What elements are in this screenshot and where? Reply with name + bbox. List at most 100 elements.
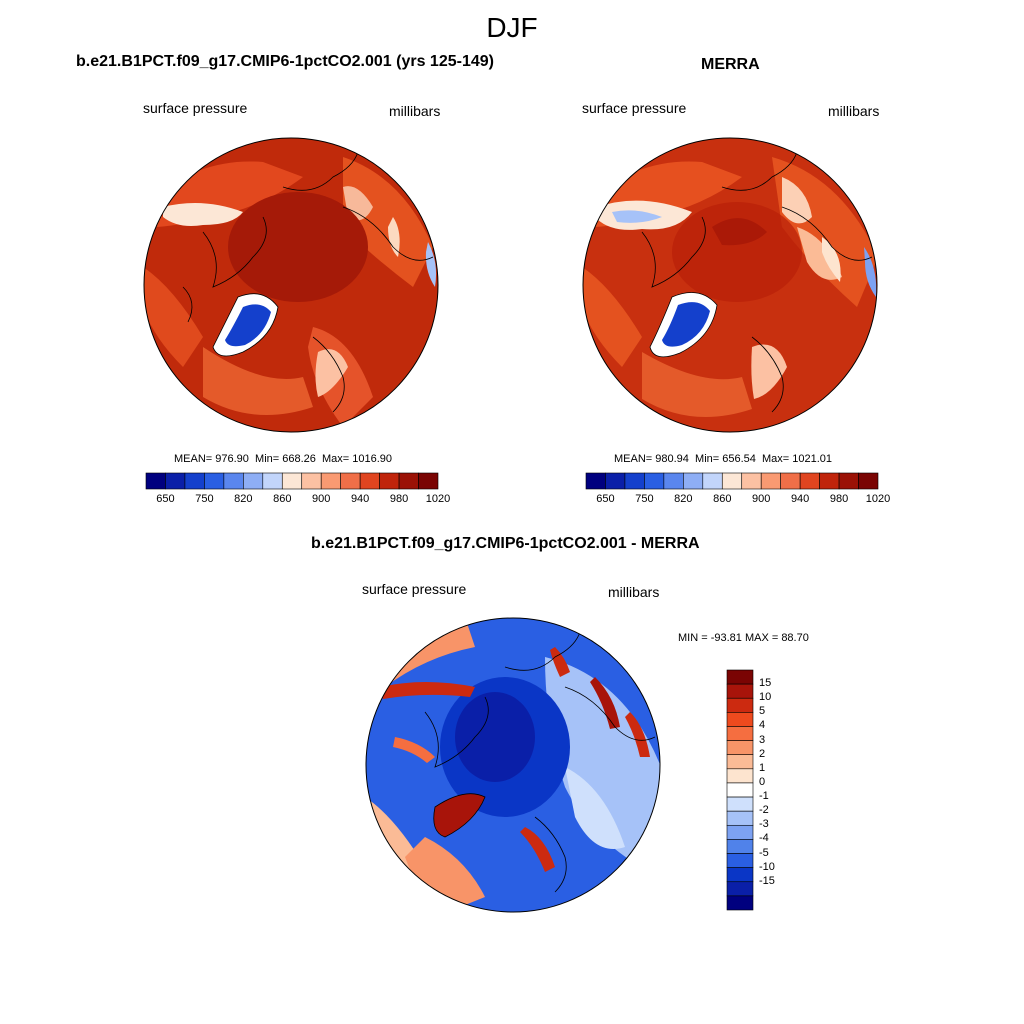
colorbar-swatch xyxy=(663,472,684,490)
colorbar-tick-label: 940 xyxy=(790,493,810,505)
colorbar-swatch xyxy=(838,472,859,490)
colorbar-swatch xyxy=(379,472,400,490)
model-variable-label: surface pressure xyxy=(143,100,248,116)
obs-polar-map xyxy=(582,137,878,433)
colorbar-swatch xyxy=(262,472,283,490)
colorbar-swatch xyxy=(644,472,665,490)
colorbar-swatch xyxy=(726,768,754,784)
colorbar-tick-label: 860 xyxy=(273,493,292,505)
colorbar-tick-label: 10 xyxy=(759,691,772,704)
colorbar-tick-label: 860 xyxy=(713,493,732,505)
colorbar-swatch xyxy=(726,712,754,727)
obs-min: Min= 656.54 xyxy=(695,453,756,465)
colorbar-tick-label: 750 xyxy=(195,493,214,505)
colorbar-tick-label: -10 xyxy=(759,860,775,873)
colorbar-tick-label: 820 xyxy=(234,493,253,505)
diff-variable-label: surface pressure xyxy=(362,581,467,597)
colorbar-swatch xyxy=(281,472,303,490)
colorbar-swatch xyxy=(760,472,781,490)
diff-units-label: millibars xyxy=(608,584,660,600)
colorbar-tick-label: 3 xyxy=(759,733,766,746)
colorbar-tick-label: 900 xyxy=(752,493,771,505)
colorbar-tick-label: 15 xyxy=(759,677,772,690)
colorbar-tick-label: 750 xyxy=(635,493,654,505)
colorbar-swatch xyxy=(726,839,754,854)
colorbar-tick-label: 5 xyxy=(759,705,766,718)
colorbar-swatch xyxy=(741,472,762,490)
colorbar-swatch xyxy=(726,853,754,868)
colorbar-tick-label: 0 xyxy=(759,775,766,788)
obs-mean: MEAN= 980.94 xyxy=(614,453,689,465)
colorbar-swatch xyxy=(184,472,205,490)
colorbar-tick-label: -4 xyxy=(759,832,769,845)
colorbar-tick-label: 940 xyxy=(350,493,370,505)
colorbar-swatch xyxy=(726,895,754,911)
colorbar-swatch xyxy=(726,782,754,798)
colorbar-swatch xyxy=(683,472,704,490)
diff-colorbar xyxy=(726,669,754,911)
colorbar-tick-label: -3 xyxy=(759,818,769,831)
obs-panel-title: MERRA xyxy=(701,56,760,73)
colorbar-swatch xyxy=(726,824,754,840)
colorbar-swatch xyxy=(359,472,380,490)
figure-title: DJF xyxy=(486,12,538,43)
obs-colorbar xyxy=(585,472,879,490)
diff-panel-title: b.e21.B1PCT.f09_g17.CMIP6-1pctCO2.001 - … xyxy=(311,535,700,552)
colorbar-swatch xyxy=(726,796,754,812)
colorbar-swatch xyxy=(726,740,754,756)
colorbar-tick-label: 980 xyxy=(389,493,409,505)
colorbar-swatch xyxy=(165,472,186,490)
obs-variable-label: surface pressure xyxy=(582,100,687,116)
obs-max: Max= 1021.01 xyxy=(762,453,833,465)
obs-stats: MEAN= 980.94 Min= 656.54 Max= 1021.01 xyxy=(614,453,832,465)
diff-polar-map xyxy=(365,617,661,913)
model-min: Min= 668.26 xyxy=(255,453,316,465)
colorbar-swatch xyxy=(726,683,754,699)
colorbar-swatch xyxy=(585,472,606,490)
diff-minmax: MIN = -93.81 MAX = 88.70 xyxy=(678,632,809,644)
colorbar-tick-label: 1020 xyxy=(865,493,891,505)
colorbar-tick-label: 900 xyxy=(312,493,331,505)
model-colorbar xyxy=(145,472,439,490)
model-polar-map xyxy=(143,137,439,433)
colorbar-swatch xyxy=(726,669,754,685)
colorbar-swatch xyxy=(726,867,754,883)
colorbar-tick-label: 650 xyxy=(596,493,615,505)
colorbar-swatch xyxy=(624,472,645,490)
colorbar-swatch xyxy=(418,472,439,490)
colorbar-tick-label: -2 xyxy=(759,804,769,817)
colorbar-swatch xyxy=(726,697,754,713)
colorbar-tick-label: 650 xyxy=(156,493,175,505)
model-stats: MEAN= 976.90 Min= 668.26 Max= 1016.90 xyxy=(174,453,392,465)
model-panel-title: b.e21.B1PCT.f09_g17.CMIP6-1pctCO2.001 (y… xyxy=(76,53,494,70)
colorbar-swatch xyxy=(799,472,820,490)
colorbar-swatch xyxy=(721,472,743,490)
colorbar-swatch xyxy=(301,472,322,490)
colorbar-swatch xyxy=(858,472,879,490)
colorbar-tick-label: -15 xyxy=(759,874,775,887)
colorbar-tick-label: 1 xyxy=(759,761,766,774)
colorbar-swatch xyxy=(398,472,419,490)
model-mean: MEAN= 976.90 xyxy=(174,453,249,465)
colorbar-swatch xyxy=(819,472,840,490)
colorbar-swatch xyxy=(320,472,341,490)
model-max: Max= 1016.90 xyxy=(322,453,393,465)
colorbar-swatch xyxy=(340,472,361,490)
colorbar-swatch xyxy=(145,472,166,490)
colorbar-swatch xyxy=(702,472,723,490)
colorbar-tick-label: 4 xyxy=(759,719,766,732)
colorbar-tick-label: -1 xyxy=(759,790,769,803)
colorbar-tick-label: -5 xyxy=(759,846,769,859)
colorbar-swatch xyxy=(726,754,754,770)
colorbar-tick-label: 980 xyxy=(829,493,849,505)
colorbar-swatch xyxy=(780,472,801,490)
colorbar-tick-label: 2 xyxy=(759,747,766,760)
colorbar-swatch xyxy=(726,726,754,741)
model-units-label: millibars xyxy=(389,103,441,119)
colorbar-swatch xyxy=(223,472,244,490)
colorbar-swatch xyxy=(726,881,754,897)
colorbar-tick-label: 1020 xyxy=(425,493,451,505)
colorbar-swatch xyxy=(605,472,626,490)
colorbar-swatch xyxy=(204,472,225,490)
colorbar-swatch xyxy=(243,472,264,490)
